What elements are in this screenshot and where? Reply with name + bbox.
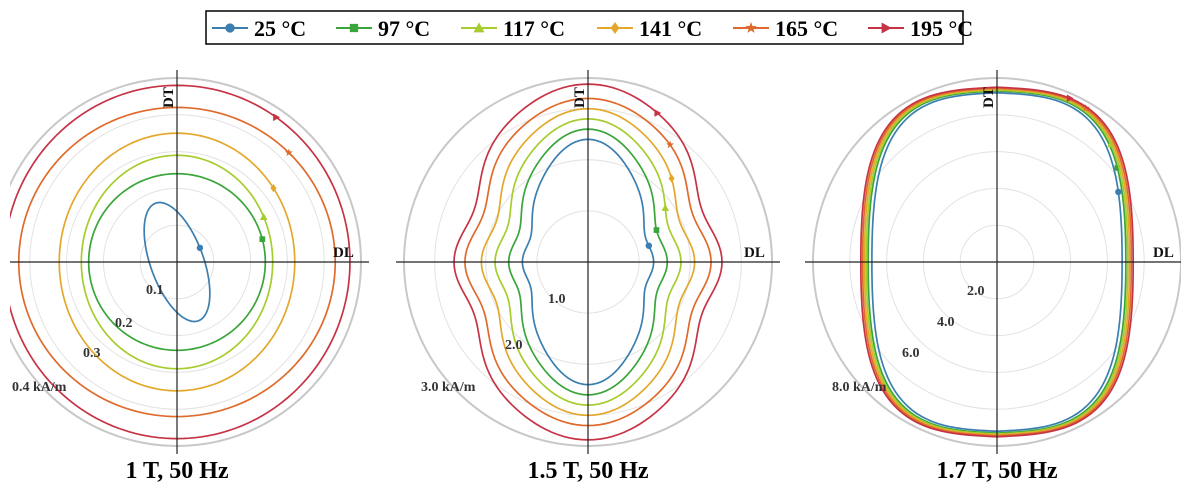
radial-tick-label: 6.0 — [902, 346, 920, 361]
series-marker — [273, 113, 281, 122]
radial-tick-label: 3.0 kA/m — [421, 380, 476, 395]
legend-marker — [610, 21, 620, 35]
legend-frame — [205, 10, 964, 45]
series-marker — [653, 227, 660, 233]
legend-label: 25 °C — [254, 16, 306, 41]
panel-title: 1.5 T, 50 Hz — [527, 458, 648, 484]
legend-entry: 25 °C — [212, 16, 306, 41]
series-marker — [1081, 104, 1090, 112]
series-marker — [196, 244, 204, 252]
legend-label: 195 °C — [910, 16, 973, 41]
legend-marker — [473, 22, 485, 33]
radial-tick-label: 4.0 — [937, 315, 955, 330]
legend-entry: 165 °C — [733, 16, 838, 41]
axis-label-dl: DL — [744, 245, 765, 261]
legend-marker — [745, 21, 757, 33]
series-marker — [661, 204, 670, 211]
legend-label: 117 °C — [503, 16, 565, 41]
series-marker — [668, 174, 675, 183]
radial-tick-label: 2.0 — [505, 338, 523, 353]
legend-label: 97 °C — [378, 16, 430, 41]
series-marker — [645, 242, 653, 249]
series-marker — [1115, 188, 1122, 196]
legend-marker — [349, 23, 359, 33]
panel-title: 1 T, 50 Hz — [125, 458, 228, 484]
radial-tick-label: 0.4 kA/m — [12, 380, 67, 395]
series-curve — [143, 201, 211, 323]
legend-entry: 117 °C — [461, 16, 565, 41]
series-marker — [666, 140, 675, 149]
panel-title: 1.7 T, 50 Hz — [936, 458, 1057, 484]
radial-tick-label: 2.0 — [967, 284, 985, 299]
series-marker — [1066, 94, 1074, 103]
series-marker — [259, 236, 266, 242]
legend-label: 165 °C — [775, 16, 838, 41]
series-curve — [10, 84, 351, 440]
radial-tick-label: 0.2 — [115, 316, 133, 331]
axis-label-dl: DL — [333, 245, 354, 261]
legend-marker — [881, 22, 892, 34]
polar-panel: DT DL 1.0 2.0 3.0 kA/m 1.5 T, 50 Hz — [396, 70, 780, 484]
radial-tick-label: 0.1 — [146, 283, 164, 298]
axis-label-dl: DL — [1153, 245, 1174, 261]
legend-label: 141 °C — [639, 16, 702, 41]
series-marker — [654, 109, 662, 117]
radial-tick-label: 8.0 kA/m — [832, 380, 887, 395]
legend-entry: 195 °C — [868, 16, 973, 41]
polar-panels: DT DL 0.1 0.2 0.3 0.4 kA/m 1 T, 50 Hz DT DL 1.0 2.… — [10, 70, 1181, 484]
legend-marker — [225, 23, 235, 33]
radial-tick-label: 1.0 — [548, 292, 566, 307]
radial-tick-label: 0.3 — [83, 346, 101, 361]
series-marker — [1114, 165, 1121, 171]
axis-label-dt: DT — [161, 87, 177, 108]
legend: 25 °C 97 °C 117 °C 141 °C 165 °C 195 °C — [205, 10, 973, 45]
legend-entry: 97 °C — [336, 16, 430, 41]
polar-panel: DT DL 0.1 0.2 0.3 0.4 kA/m 1 T, 50 Hz — [10, 70, 369, 484]
axis-label-dt: DT — [981, 87, 997, 108]
polar-panel: DT DL 2.0 4.0 6.0 8.0 kA/m 1.7 T, 50 Hz — [805, 70, 1181, 484]
series-marker — [1095, 117, 1102, 127]
axis-label-dt: DT — [572, 87, 588, 108]
series-marker — [259, 213, 268, 220]
legend-entry: 141 °C — [597, 16, 702, 41]
series-marker — [284, 148, 293, 157]
series-marker — [270, 183, 277, 193]
